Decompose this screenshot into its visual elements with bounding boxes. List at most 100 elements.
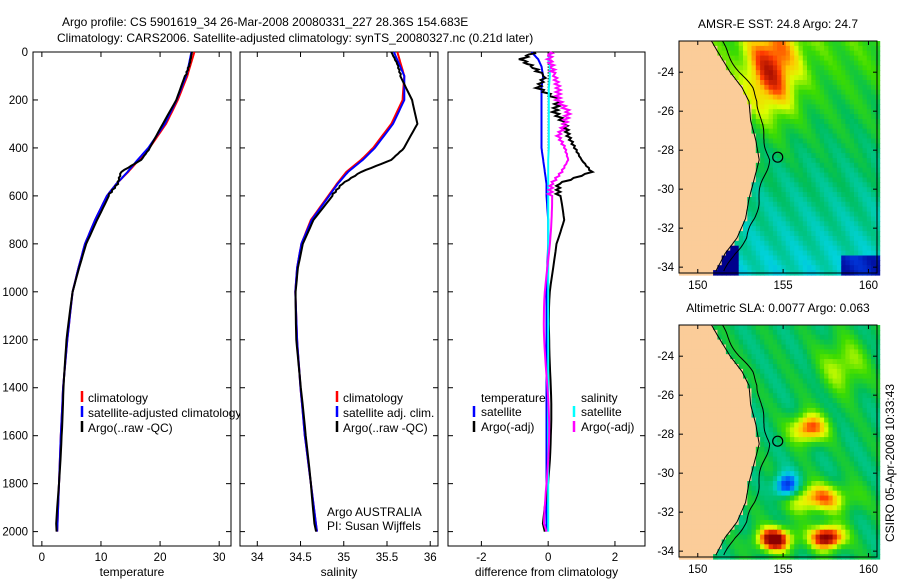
- field-cell: [832, 104, 838, 110]
- land-cell: [730, 442, 736, 448]
- field-cell: [768, 94, 774, 101]
- land-cell: [730, 407, 736, 414]
- land-cell: [717, 432, 723, 438]
- land-cell: [738, 94, 744, 101]
- field-cell: [798, 260, 804, 266]
- land-cell: [734, 451, 740, 458]
- land-cell: [704, 143, 710, 149]
- field-cell: [824, 192, 829, 198]
- land-cell: [679, 206, 684, 213]
- field-cell: [747, 75, 753, 81]
- land-cell: [717, 539, 723, 545]
- land-cell: [708, 344, 714, 350]
- land-cell: [725, 172, 731, 179]
- field-cell: [781, 94, 787, 101]
- field-cell: [832, 75, 838, 81]
- field-cell: [807, 515, 812, 521]
- field-cell: [858, 373, 864, 380]
- field-cell: [747, 485, 753, 492]
- field-cell: [828, 114, 834, 120]
- field-cell: [866, 505, 872, 511]
- land-cell: [708, 373, 714, 380]
- field-cell: [815, 84, 821, 91]
- land-cell: [738, 182, 744, 188]
- land-cell: [704, 485, 710, 492]
- field-cell: [858, 143, 864, 149]
- land-cell: [704, 432, 710, 438]
- lat-tick-label: -28: [657, 429, 674, 441]
- field-cell: [802, 344, 808, 350]
- field-cell: [849, 515, 855, 521]
- field-cell: [772, 84, 778, 91]
- land-cell: [691, 187, 697, 193]
- field-cell: [828, 505, 834, 511]
- land-cell: [708, 451, 714, 458]
- field-cell: [798, 221, 804, 227]
- legend-label: Argo(..raw -QC): [343, 421, 428, 435]
- field-cell: [849, 373, 855, 380]
- field-cell: [875, 80, 881, 86]
- field-cell: [789, 549, 795, 555]
- field-cell: [824, 524, 829, 531]
- field-cell: [738, 41, 744, 47]
- field-cell: [871, 427, 876, 433]
- land-cell: [679, 364, 684, 370]
- land-cell: [687, 359, 693, 365]
- field-cell: [781, 471, 787, 477]
- field-cell: [871, 255, 876, 261]
- field-cell: [866, 422, 872, 428]
- field-cell: [849, 461, 855, 467]
- field-cell: [777, 187, 782, 193]
- land-cell: [704, 524, 710, 531]
- land-cell: [679, 255, 684, 261]
- field-cell: [785, 99, 791, 105]
- land-cell: [725, 182, 731, 188]
- land-cell: [730, 456, 736, 463]
- field-cell: [819, 490, 825, 497]
- land-cell: [717, 344, 723, 350]
- field-cell: [768, 446, 774, 453]
- land-cell: [738, 432, 744, 438]
- field-cell: [755, 412, 761, 419]
- field-cell: [785, 70, 791, 76]
- land-cell: [700, 490, 706, 497]
- field-cell: [807, 393, 812, 399]
- field-cell: [738, 524, 744, 531]
- field-cell: [866, 451, 872, 458]
- field-cell: [772, 226, 778, 232]
- field-cell: [807, 216, 812, 222]
- field-cell: [836, 250, 842, 257]
- land-cell: [679, 422, 684, 428]
- field-cell: [794, 339, 800, 346]
- field-cell: [777, 153, 782, 159]
- field-cell: [811, 114, 817, 120]
- field-cell: [777, 373, 782, 380]
- field-cell: [862, 123, 868, 130]
- land-cell: [734, 403, 740, 409]
- field-cell: [862, 368, 868, 375]
- land-cell: [700, 89, 706, 96]
- land-cell: [683, 334, 689, 341]
- land-cell: [696, 192, 701, 198]
- land-cell: [687, 50, 693, 57]
- land-cell: [738, 495, 744, 502]
- land-cell: [734, 407, 740, 414]
- land-cell: [683, 520, 689, 526]
- field-cell: [807, 500, 812, 506]
- land-cell: [704, 192, 710, 198]
- field-cell: [866, 417, 872, 424]
- land-cell: [679, 378, 684, 385]
- field-cell: [802, 446, 808, 453]
- field-cell: [841, 128, 847, 135]
- field-cell: [875, 167, 881, 174]
- field-cell: [858, 109, 864, 115]
- land-cell: [717, 197, 723, 203]
- field-cell: [802, 378, 808, 385]
- land-cell: [700, 104, 706, 110]
- land-cell: [687, 114, 693, 120]
- field-cell: [764, 250, 770, 257]
- land-cell: [696, 236, 701, 242]
- land-cell: [683, 211, 689, 218]
- field-cell: [802, 432, 808, 438]
- field-cell: [772, 133, 778, 140]
